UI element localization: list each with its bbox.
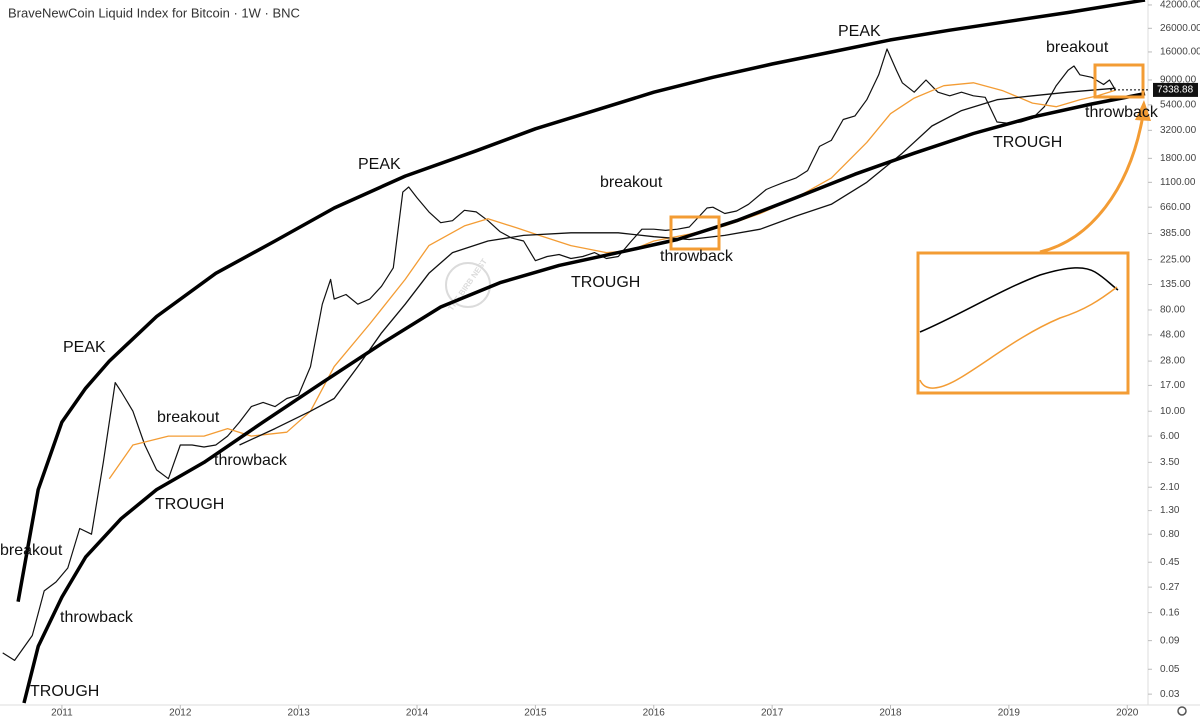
y-tick-label: 6.00 xyxy=(1160,431,1180,442)
y-tick-label: 0.27 xyxy=(1160,582,1180,593)
series-line xyxy=(22,91,1146,704)
annotation: breakout xyxy=(0,542,63,559)
y-tick-label: 660.00 xyxy=(1160,202,1191,213)
annotation: PEAK xyxy=(838,23,881,40)
y-tick-label: 17.00 xyxy=(1160,380,1185,391)
annotation: throwback xyxy=(214,452,288,469)
annotation: throwback xyxy=(1085,104,1159,121)
series-line xyxy=(2,48,1116,661)
annotation: PEAK xyxy=(63,339,106,356)
y-tick-label: 48.00 xyxy=(1160,329,1185,340)
y-tick-label: 9000.00 xyxy=(1160,75,1197,86)
y-tick-label: 28.00 xyxy=(1160,356,1185,367)
x-tick-label: 2015 xyxy=(524,708,547,719)
arrow xyxy=(1039,114,1145,254)
y-tick-label: 1.30 xyxy=(1160,505,1180,516)
settings-icon[interactable] xyxy=(1177,706,1187,716)
y-tick-label: 0.80 xyxy=(1160,529,1180,540)
annotation: throwback xyxy=(60,609,134,626)
y-tick-label: 0.05 xyxy=(1160,664,1180,675)
x-tick-label: 2019 xyxy=(998,708,1021,719)
annotation: breakout xyxy=(600,174,663,191)
inset-line xyxy=(919,267,1119,333)
y-tick-label: 0.03 xyxy=(1160,689,1180,700)
y-tick-label: 16000.00 xyxy=(1160,47,1200,58)
annotation: TROUGH xyxy=(155,496,224,513)
highlight-box xyxy=(669,215,721,251)
y-tick-label: 3.50 xyxy=(1160,457,1180,468)
x-tick-label: 2011 xyxy=(51,708,73,719)
y-tick-label: 1800.00 xyxy=(1160,153,1197,164)
y-tick-label: 2.10 xyxy=(1160,482,1180,493)
y-tick-label: 80.00 xyxy=(1160,305,1185,316)
annotation: TROUGH xyxy=(993,134,1062,151)
x-tick-label: 2017 xyxy=(761,708,784,719)
y-tick-label: 225.00 xyxy=(1160,254,1191,265)
chart-title: BraveNewCoin Liquid Index for Bitcoin · … xyxy=(8,5,300,20)
series-line xyxy=(16,0,1146,603)
y-tick-label: 42000.00 xyxy=(1160,0,1200,11)
annotation: TROUGH xyxy=(571,274,640,291)
y-tick-label: 385.00 xyxy=(1160,228,1191,239)
inset-box xyxy=(916,251,1130,395)
annotation: PEAK xyxy=(358,156,401,173)
y-tick-label: 5400.00 xyxy=(1160,99,1197,110)
plot xyxy=(2,0,1146,704)
y-tick-label: 1100.00 xyxy=(1160,177,1196,188)
y-tick-label: 10.00 xyxy=(1160,406,1185,417)
annotation: breakout xyxy=(1046,39,1109,56)
x-tick-label: 2018 xyxy=(879,708,902,719)
highlight-box xyxy=(1093,63,1145,99)
annotation: TROUGH xyxy=(30,683,99,700)
inset-line xyxy=(919,286,1118,389)
arrow-head xyxy=(1135,100,1151,121)
x-tick-label: 2013 xyxy=(288,708,311,719)
y-tick-label: 135.00 xyxy=(1160,279,1191,290)
x-tick-label: 2016 xyxy=(643,708,666,719)
x-tick-label: 2012 xyxy=(169,708,192,719)
y-tick-label: 3200.00 xyxy=(1160,125,1197,136)
y-tick-label: 26000.00 xyxy=(1160,23,1200,34)
x-tick-label: 2014 xyxy=(406,708,429,719)
last-price-label: 7338.88 xyxy=(1157,85,1194,96)
x-tick-label: 2020 xyxy=(1116,708,1139,719)
annotation: throwback xyxy=(660,248,734,265)
last-price-tag xyxy=(1153,82,1198,97)
annotation: breakout xyxy=(157,409,220,426)
gear[interactable] xyxy=(1177,706,1187,716)
y-tick-label: 0.45 xyxy=(1160,557,1180,568)
y-tick-label: 0.16 xyxy=(1160,607,1180,618)
y-tick-label: 0.09 xyxy=(1160,635,1180,646)
